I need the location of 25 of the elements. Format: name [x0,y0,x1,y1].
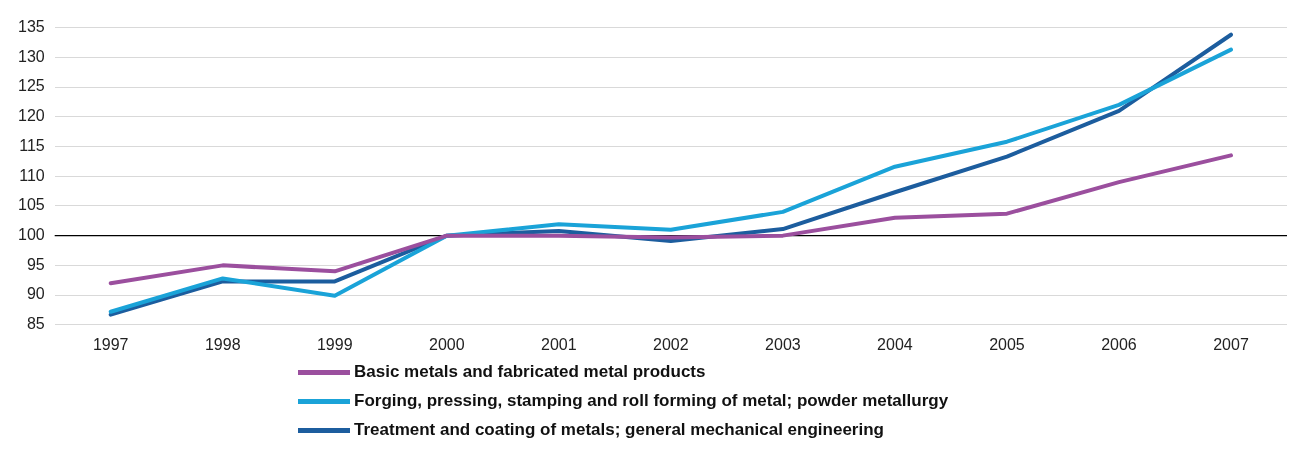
x-tick-label: 2006 [1101,335,1137,353]
y-tick-label: 125 [17,77,45,95]
y-tick-label: 115 [19,136,45,154]
x-tick-label: 2005 [989,335,1025,353]
y-tick-label: 105 [17,196,45,214]
y-tick-label: 120 [17,107,45,125]
y-tick-label: 95 [26,255,45,273]
x-tick-label: 2000 [429,335,465,353]
legend-label: Basic metals and fabricated metal products [354,362,706,382]
legend-label: Treatment and coating of metals; general mechanical engineering [354,420,884,440]
x-tick-label: 1999 [316,335,353,353]
x-tick-label: 2001 [541,335,577,353]
y-tick-label: 130 [17,47,45,65]
y-tick-label: 85 [26,315,45,333]
y-tick-label: 90 [26,285,45,303]
x-tick-label: 2002 [653,335,689,353]
x-tick-label: 2004 [877,335,913,353]
y-tick-label: 100 [17,226,45,244]
legend-label: Forging, pressing, stamping and roll forming of metal; powder metallurgy [354,391,949,411]
y-tick-label: 110 [19,166,45,184]
x-tick-label: 2007 [1213,335,1249,353]
x-tick-label: 1998 [204,335,241,353]
x-tick-label: 1997 [92,335,129,353]
y-tick-label: 135 [17,18,45,36]
x-tick-label: 2003 [765,335,801,353]
